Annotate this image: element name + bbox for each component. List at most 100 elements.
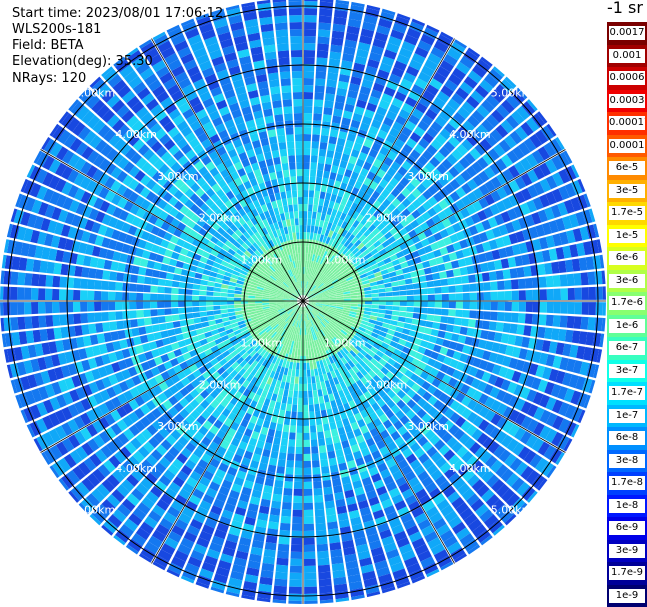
radar-gate <box>344 489 355 499</box>
radar-gate <box>24 390 36 405</box>
radar-gate <box>173 244 183 254</box>
radar-gate <box>44 383 56 398</box>
radar-gate <box>310 432 317 440</box>
radar-gate <box>182 241 192 250</box>
radar-gate <box>209 425 220 435</box>
radar-gate <box>545 412 558 427</box>
radar-gate <box>333 269 341 276</box>
radar-gate <box>342 286 350 291</box>
radar-gate <box>282 424 290 433</box>
radar-gate <box>198 425 209 436</box>
radar-gate <box>275 269 282 276</box>
radar-gate <box>281 284 288 290</box>
radar-gate <box>391 315 399 321</box>
radar-gate <box>347 208 355 217</box>
radar-gate <box>316 169 324 178</box>
radar-gate <box>218 485 230 496</box>
radar-gate <box>241 434 251 444</box>
radar-gate <box>304 274 306 282</box>
radar-gate <box>289 285 295 292</box>
radar-gate <box>136 125 149 138</box>
radar-gate <box>211 409 221 419</box>
radar-gate <box>393 348 402 357</box>
radar-gate <box>414 46 429 59</box>
radar-gate <box>429 434 441 446</box>
radar-gate <box>201 436 212 447</box>
radar-gate <box>260 319 268 325</box>
radar-gate <box>277 267 283 275</box>
radar-gate <box>375 320 384 327</box>
radar-gate <box>80 313 89 324</box>
radar-gate <box>413 225 424 235</box>
radar-gate <box>216 429 226 440</box>
radar-gate <box>257 247 264 255</box>
radar-gate <box>202 420 213 431</box>
radar-gate <box>418 275 427 283</box>
radar-gate <box>405 312 414 318</box>
radar-gate <box>443 104 456 117</box>
radar-gate <box>401 431 412 442</box>
radar-gate <box>365 526 378 537</box>
radar-gate <box>381 535 395 547</box>
radar-gate <box>306 305 311 312</box>
radar-gate <box>236 470 247 480</box>
radar-gate <box>281 337 287 345</box>
radar-gate <box>10 317 19 331</box>
radar-gate <box>309 176 316 184</box>
radar-gate <box>140 174 151 186</box>
radar-gate <box>437 210 448 221</box>
radar-gate <box>490 281 498 291</box>
radar-gate <box>283 389 289 397</box>
radar-gate <box>266 187 274 196</box>
radar-gate <box>249 340 257 347</box>
radar-gate <box>452 241 462 251</box>
radar-gate <box>334 325 342 332</box>
radar-gate <box>336 505 348 515</box>
radar-gate <box>443 206 454 217</box>
radar-gate <box>436 523 451 537</box>
radar-gate <box>101 479 115 493</box>
radar-gate <box>428 258 438 267</box>
radar-gate <box>253 424 262 434</box>
radar-gate <box>199 91 212 102</box>
radar-gate <box>378 309 386 314</box>
radar-gate <box>172 132 184 144</box>
radar-gate <box>436 239 446 249</box>
radar-gate <box>199 301 207 307</box>
radar-gate <box>364 241 373 249</box>
radar-gate <box>485 494 500 508</box>
radar-gate <box>283 314 289 321</box>
radar-gate <box>311 310 318 316</box>
radar-gate <box>246 323 254 329</box>
radar-gate <box>144 369 154 380</box>
radar-gate <box>310 169 317 177</box>
radar-gate <box>511 244 521 256</box>
radar-gate <box>459 81 474 95</box>
radar-gate <box>196 177 207 187</box>
radar-gate <box>388 487 401 498</box>
radar-gate <box>359 368 368 377</box>
radar-gate <box>98 430 111 444</box>
radar-gate <box>448 73 462 86</box>
radar-gate <box>183 59 198 71</box>
radar-gate <box>253 482 264 492</box>
radar-gate <box>249 349 257 358</box>
radar-gate <box>411 84 425 96</box>
radar-gate <box>229 215 238 224</box>
radar-gate <box>455 502 469 515</box>
radar-gate <box>258 462 268 472</box>
radar-gate <box>279 522 291 531</box>
radar-gate <box>194 272 203 279</box>
radar-gate <box>546 465 557 479</box>
radar-gate <box>167 463 180 476</box>
radar-gate <box>353 62 366 72</box>
radar-gate <box>189 518 203 530</box>
radar-gate <box>293 312 298 320</box>
radar-gate <box>452 325 461 334</box>
radar-gate <box>225 190 235 200</box>
radar-gate <box>119 339 128 349</box>
radar-gate <box>303 439 311 447</box>
radar-gate <box>357 174 366 184</box>
radar-gate <box>367 274 376 280</box>
radar-gate <box>383 337 392 345</box>
